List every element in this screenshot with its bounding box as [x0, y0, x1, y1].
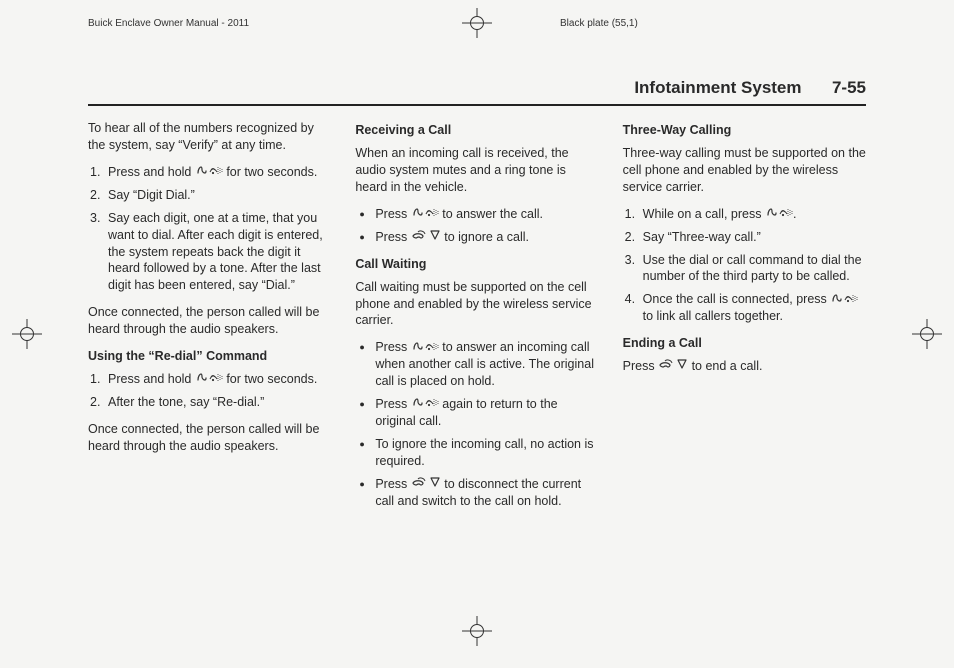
section-title: Infotainment System [634, 78, 801, 97]
ending-call-post: to end a call. [688, 359, 762, 373]
hangup-icon [411, 476, 441, 493]
registration-mark-right [912, 319, 942, 349]
bullet-icon: ● [355, 206, 375, 223]
ending-call-text: Press to end a call. [623, 358, 866, 375]
after-connect-2: Once connected, the person called will b… [88, 421, 331, 455]
receiving-call-heading: Receiving a Call [355, 122, 598, 139]
bullet-text: Press to answer an incoming call when an… [375, 339, 598, 390]
step-number: 2. [88, 394, 108, 411]
bullet-icon: ● [355, 476, 375, 510]
list-item: 1.While on a call, press . [623, 206, 866, 223]
receiving-call-intro: When an incoming call is received, the a… [355, 145, 598, 196]
step-number: 2. [623, 229, 643, 246]
list-item: 3.Say each digit, one at a time, that yo… [88, 210, 331, 294]
list-item: ●To ignore the incoming call, no action … [355, 436, 598, 470]
column-1: To hear all of the numbers recognized by… [88, 120, 331, 520]
print-header-right: Black plate (55,1) [560, 18, 638, 29]
bullet-text: To ignore the incoming call, no action i… [375, 436, 598, 470]
list-item: 3.Use the dial or call command to dial t… [623, 252, 866, 286]
list-item: ●Press to answer an incoming call when a… [355, 339, 598, 390]
step-text: Once the call is connected, press to lin… [643, 291, 866, 325]
step-number: 1. [623, 206, 643, 223]
step-text: After the tone, say “Re-dial.” [108, 394, 331, 411]
bullet-text: Press again to return to the original ca… [375, 396, 598, 430]
list-item: 1.Press and hold for two seconds. [88, 164, 331, 181]
registration-mark-top [462, 8, 492, 38]
registration-mark-bottom [462, 616, 492, 646]
step-number: 1. [88, 164, 108, 181]
redial-heading: Using the “Re-dial” Command [88, 348, 331, 365]
phone-voice-icon [195, 371, 223, 388]
phone-voice-icon [411, 340, 439, 357]
redial-steps: 1.Press and hold for two seconds.2.After… [88, 371, 331, 411]
print-header-left: Buick Enclave Owner Manual - 2011 [88, 18, 249, 29]
step-text: Say “Digit Dial.” [108, 187, 331, 204]
bullet-icon: ● [355, 436, 375, 470]
step-number: 2. [88, 187, 108, 204]
phone-voice-icon [830, 292, 858, 309]
registration-mark-left [12, 319, 42, 349]
call-waiting-intro: Call waiting must be supported on the ce… [355, 279, 598, 330]
call-waiting-bullets: ●Press to answer an incoming call when a… [355, 339, 598, 510]
list-item: ●Press to ignore a call. [355, 229, 598, 246]
ending-call-heading: Ending a Call [623, 335, 866, 352]
phone-voice-icon [411, 206, 439, 223]
step-number: 3. [88, 210, 108, 294]
step-text: Say each digit, one at a time, that you … [108, 210, 331, 294]
step-text: Press and hold for two seconds. [108, 371, 331, 388]
step-text: Press and hold for two seconds. [108, 164, 331, 181]
hangup-icon [411, 229, 441, 246]
bullet-text: Press to answer the call. [375, 206, 598, 223]
step-text: While on a call, press . [643, 206, 866, 223]
three-way-intro: Three-way calling must be supported on t… [623, 145, 866, 196]
bullet-icon: ● [355, 229, 375, 246]
step-number: 4. [623, 291, 643, 325]
list-item: 1.Press and hold for two seconds. [88, 371, 331, 388]
intro-paragraph: To hear all of the numbers recognized by… [88, 120, 331, 154]
step-number: 3. [623, 252, 643, 286]
step-number: 1. [88, 371, 108, 388]
phone-voice-icon [195, 164, 223, 181]
bullet-text: Press to ignore a call. [375, 229, 598, 246]
three-way-heading: Three-Way Calling [623, 122, 866, 139]
call-waiting-heading: Call Waiting [355, 256, 598, 273]
bullet-text: Press to disconnect the current call and… [375, 476, 598, 510]
page-section-header: Infotainment System 7-55 [88, 78, 866, 106]
three-way-steps: 1.While on a call, press .2.Say “Three-w… [623, 206, 866, 326]
list-item: 2.Say “Digit Dial.” [88, 187, 331, 204]
step-text: Use the dial or call command to dial the… [643, 252, 866, 286]
list-item: ●Press to disconnect the current call an… [355, 476, 598, 510]
step-text: Say “Three-way call.” [643, 229, 866, 246]
receiving-call-bullets: ●Press to answer the call.●Press to igno… [355, 206, 598, 246]
ending-call-pre: Press [623, 359, 658, 373]
list-item: 4.Once the call is connected, press to l… [623, 291, 866, 325]
list-item: ●Press again to return to the original c… [355, 396, 598, 430]
digit-dial-steps: 1.Press and hold for two seconds.2.Say “… [88, 164, 331, 294]
after-connect-1: Once connected, the person called will b… [88, 304, 331, 338]
column-2: Receiving a Call When an incoming call i… [355, 120, 598, 520]
list-item: 2.After the tone, say “Re-dial.” [88, 394, 331, 411]
body-content: To hear all of the numbers recognized by… [88, 120, 866, 520]
list-item: ●Press to answer the call. [355, 206, 598, 223]
bullet-icon: ● [355, 339, 375, 390]
column-3: Three-Way Calling Three-way calling must… [623, 120, 866, 520]
bullet-icon: ● [355, 396, 375, 430]
list-item: 2.Say “Three-way call.” [623, 229, 866, 246]
hangup-icon [658, 358, 688, 375]
phone-voice-icon [411, 396, 439, 413]
page-number: 7-55 [832, 78, 866, 97]
phone-voice-icon [765, 206, 793, 223]
